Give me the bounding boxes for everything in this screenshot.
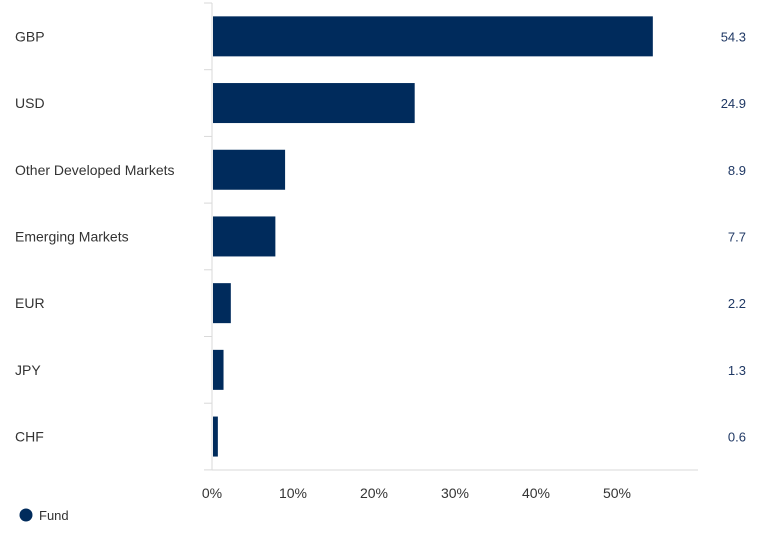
- data-label: 8.9: [728, 163, 746, 178]
- legend-marker: [19, 508, 33, 522]
- category-label: Emerging Markets: [15, 228, 129, 244]
- x-tick-label: 30%: [441, 485, 469, 501]
- bar-eur: [213, 283, 231, 324]
- axis-layer: [204, 2, 698, 471]
- data-label: 54.3: [721, 29, 746, 44]
- x-tick-label: 40%: [522, 485, 550, 501]
- data-label: 2.2: [728, 296, 746, 311]
- bar-jpy: [213, 349, 224, 390]
- category-label: JPY: [15, 362, 41, 378]
- bar-emerging-markets: [213, 216, 276, 257]
- x-tick-label: 10%: [279, 485, 307, 501]
- x-tick-label: 50%: [603, 485, 631, 501]
- bar-usd: [213, 83, 415, 124]
- legend-label: Fund: [39, 508, 69, 523]
- data-label: 7.7: [728, 229, 746, 244]
- data-label: 24.9: [721, 96, 746, 111]
- data-label: 0.6: [728, 430, 746, 445]
- category-label: CHF: [15, 429, 44, 445]
- category-label: GBP: [15, 28, 45, 44]
- bars-layer: [213, 16, 653, 457]
- category-label: USD: [15, 95, 45, 111]
- labels-layer: GBP 54.3 USD 24.9 Other Developed Markets 8.9…: [15, 28, 746, 501]
- bar-other-developed-markets: [213, 149, 286, 190]
- category-label: Other Developed Markets: [15, 162, 175, 178]
- x-tick-label: 20%: [360, 485, 388, 501]
- category-label: EUR: [15, 295, 45, 311]
- data-label: 1.3: [728, 363, 746, 378]
- legend: Fund: [19, 508, 69, 523]
- x-tick-label: 0%: [202, 485, 222, 501]
- bar-gbp: [213, 16, 653, 57]
- bar-chf: [213, 416, 218, 457]
